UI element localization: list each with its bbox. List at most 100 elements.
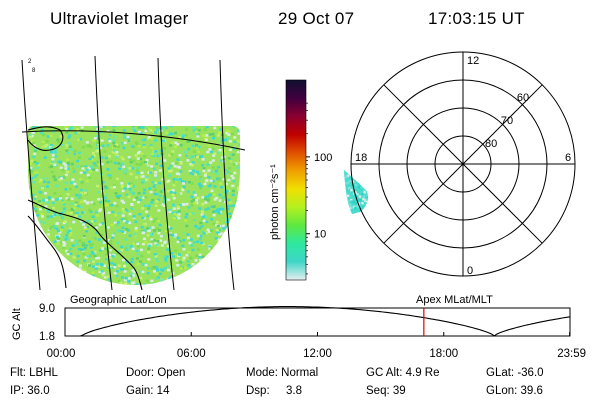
meridian-2 <box>94 55 113 291</box>
geo-speckle <box>116 241 120 244</box>
geo-speckle <box>62 235 66 239</box>
geo-speckle <box>98 208 102 211</box>
geo-speckle <box>163 266 167 270</box>
geo-speckle <box>212 213 216 217</box>
polar-speckle <box>358 167 361 170</box>
geo-speckle <box>46 233 50 236</box>
geo-speckle <box>76 260 80 263</box>
geo-speckle <box>217 282 220 285</box>
geo-speckle <box>227 264 231 267</box>
geo-speckle <box>107 138 111 141</box>
polar-speckle <box>355 181 358 184</box>
geo-speckle <box>86 166 90 169</box>
geo-speckle <box>173 133 177 137</box>
geo-speckle <box>239 246 240 249</box>
geo-speckle <box>172 183 176 187</box>
geo-speckle <box>218 249 222 253</box>
geo-speckle <box>196 196 200 200</box>
polar-speckle <box>363 208 366 212</box>
geo-speckle <box>96 127 100 131</box>
geo-speckle <box>220 145 224 149</box>
geo-speckle <box>140 161 144 164</box>
geo-speckle <box>78 239 82 242</box>
geo-speckle <box>232 126 236 128</box>
geo-speckle <box>197 155 201 159</box>
geo-speckle <box>187 147 191 151</box>
geo-speckle <box>113 271 117 275</box>
geo-speckle <box>182 185 186 189</box>
geo-speckle <box>47 248 51 251</box>
geo-speckle <box>176 250 180 254</box>
geo-speckle <box>55 274 59 277</box>
geo-speckle <box>115 155 119 159</box>
geo-speckle <box>211 253 214 257</box>
geo-speckle <box>37 190 41 194</box>
geo-speckle <box>234 272 238 276</box>
geo-speckle <box>139 126 143 129</box>
geo-speckle <box>147 204 151 208</box>
geo-speckle <box>154 282 158 285</box>
geo-speckle <box>147 207 151 210</box>
geo-speckle <box>205 159 209 163</box>
polar-speckle <box>347 211 350 214</box>
geo-speckle <box>77 156 81 159</box>
polar-speckle <box>347 208 351 211</box>
geo-speckle <box>147 267 151 270</box>
geo-speckle <box>57 197 61 201</box>
geo-speckle <box>194 259 198 262</box>
geo-speckle <box>185 289 188 292</box>
geo-speckle <box>162 253 166 256</box>
geo-speckle <box>141 207 145 210</box>
geo-speckle <box>29 244 33 248</box>
geo-speckle <box>103 196 107 199</box>
geo-speckle <box>230 174 234 178</box>
geo-speckle <box>219 205 223 209</box>
geo-speckle <box>86 283 90 285</box>
geo-speckle <box>129 190 133 193</box>
colorbar-tick-label: 10 <box>314 229 326 241</box>
geo-speckle <box>214 169 218 173</box>
polar-speckle <box>359 210 362 213</box>
geo-speckle <box>105 203 109 207</box>
geo-speckle <box>147 247 151 250</box>
geo-speckle <box>205 286 208 289</box>
geo-speckle <box>200 284 204 285</box>
geo-speckle <box>105 286 108 289</box>
geo-speckle <box>241 258 244 261</box>
geo-speckle <box>32 194 36 197</box>
geo-speckle <box>219 215 223 218</box>
polar-speckle <box>355 202 358 206</box>
geo-speckle <box>154 241 158 245</box>
geo-speckle <box>154 265 158 269</box>
geo-speckle <box>120 245 124 249</box>
geo-speckle <box>75 138 79 141</box>
geo-speckle <box>61 258 64 261</box>
geo-speckle <box>100 139 104 142</box>
geo-speckle <box>40 128 44 132</box>
geo-speckle <box>142 223 146 226</box>
geo-speckle <box>235 230 239 234</box>
geo-speckle <box>79 178 83 181</box>
polar-speckle <box>367 215 370 218</box>
geo-speckle <box>50 165 54 168</box>
geo-speckle <box>113 161 117 165</box>
geo-speckle <box>58 213 62 217</box>
geo-speckle <box>110 203 114 207</box>
geo-speckle <box>228 148 232 152</box>
geo-speckle <box>47 284 51 285</box>
geo-speckle <box>230 204 234 208</box>
geo-speckle <box>131 167 135 170</box>
geo-speckle <box>165 255 169 258</box>
geo-speckle <box>58 231 62 234</box>
geo-speckle <box>105 281 108 285</box>
geo-speckle <box>125 267 129 271</box>
geo-speckle <box>215 228 219 232</box>
geo-speckle <box>149 233 153 237</box>
geo-speckle <box>218 233 222 236</box>
geo-speckle <box>182 203 186 206</box>
geo-speckle <box>227 130 231 133</box>
geo-speckle <box>39 278 43 281</box>
geo-speckle <box>233 260 237 263</box>
geo-speckle <box>206 207 210 210</box>
geo-speckle <box>60 216 64 219</box>
